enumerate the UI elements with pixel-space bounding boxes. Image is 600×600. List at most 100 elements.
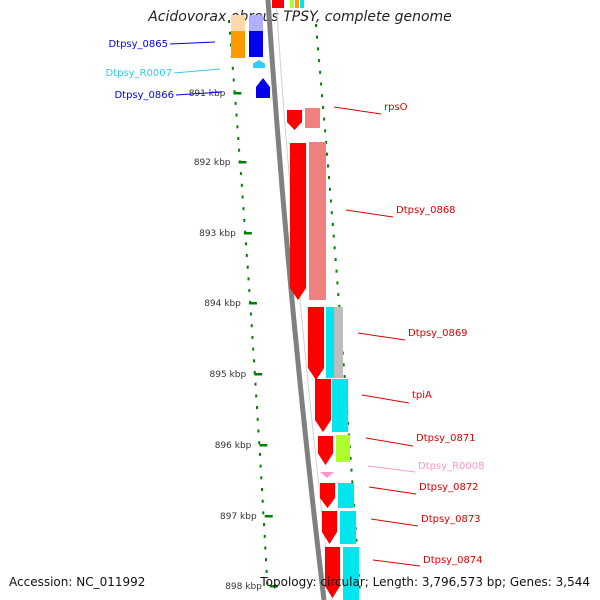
- outer-ring-dot: [327, 164, 329, 168]
- gene-dtpsy-0865-shade: [231, 15, 245, 31]
- label-leader-line: [370, 518, 419, 527]
- outer-ring-dot: [320, 82, 323, 86]
- outer-ring-dot: [347, 421, 350, 425]
- outer-ring-dot: [328, 187, 331, 191]
- minor-tick: [229, 31, 231, 35]
- minor-tick: [234, 101, 237, 105]
- minor-tick: [243, 218, 246, 222]
- gene-label: Dtpsy_R0008: [418, 461, 485, 472]
- minor-tick: [231, 66, 234, 70]
- rna-dtpsy-r0008: [320, 472, 334, 478]
- minor-tick: [247, 277, 250, 281]
- label-leader-line: [365, 437, 414, 447]
- outer-ring-dot: [330, 211, 333, 215]
- gene-rpso: [286, 109, 303, 131]
- label-leader-line: [333, 106, 382, 115]
- outer-ring-dot: [335, 269, 338, 273]
- major-tick: [243, 232, 252, 235]
- outer-ring-dot: [343, 375, 346, 378]
- gene-dtpsy-0868-pair: [309, 142, 326, 300]
- gene-rpso-pair: [305, 108, 320, 128]
- minor-tick: [246, 265, 249, 269]
- gene-label: Dtpsy_0868: [396, 205, 456, 216]
- major-tick: [254, 373, 263, 376]
- gene-tpia-pair: [332, 379, 348, 432]
- tick-label: 897 kbp: [220, 512, 257, 522]
- major-tick: [269, 585, 278, 588]
- minor-tick: [262, 511, 265, 515]
- label-leader-line: [345, 209, 394, 218]
- outer-ring-dot: [326, 152, 328, 156]
- feature-layer: [231, 0, 359, 600]
- tick-label: 892 kbp: [194, 158, 231, 168]
- gene-arrow: [272, 0, 284, 8]
- minor-tick: [248, 289, 251, 293]
- minor-tick: [264, 546, 267, 550]
- minor-tick: [265, 558, 267, 562]
- gene-label: Dtpsy_0866: [114, 90, 174, 101]
- outer-ring-dot: [333, 246, 336, 250]
- gene-arrow: [295, 0, 299, 8]
- gene-dtpsy-0874: [324, 546, 341, 599]
- minor-tick: [250, 324, 253, 328]
- outer-ring-dot: [337, 293, 340, 297]
- tick-label: 896 kbp: [215, 441, 252, 451]
- minor-tick: [229, 43, 232, 47]
- minor-tick: [253, 371, 256, 374]
- label-leader-line: [372, 559, 421, 567]
- outer-ring-dot: [349, 456, 352, 460]
- gene-label: Dtpsy_0873: [421, 514, 481, 525]
- outer-ring-dot: [336, 281, 339, 285]
- gene-label: Dtpsy_0869: [408, 328, 468, 339]
- genome-summary-text: Topology: circular; Length: 3,796,573 bp…: [260, 575, 590, 589]
- outer-ring-dot: [331, 222, 334, 226]
- outer-ring-dot: [321, 94, 324, 98]
- minor-tick: [265, 569, 268, 573]
- outer-ring-dot: [319, 70, 322, 74]
- gene-dtpsy-0873-pair: [340, 511, 356, 544]
- gene-tpia: [314, 378, 332, 433]
- minor-tick: [236, 125, 239, 129]
- minor-tick: [251, 335, 254, 339]
- gene-dtpsy-0869: [307, 306, 325, 381]
- tick-label: 898 kbp: [225, 582, 262, 592]
- minor-tick: [256, 417, 259, 421]
- outer-ring-dot: [316, 35, 318, 39]
- gene-dtpsy-0868: [289, 142, 307, 301]
- minor-tick: [237, 137, 240, 140]
- minor-tick: [259, 464, 262, 468]
- outer-ring-dot: [322, 105, 325, 109]
- outer-ring-dot: [334, 258, 337, 261]
- minor-tick: [242, 207, 245, 211]
- major-tick: [264, 515, 273, 518]
- map-title: Acidovorax ebreus TPSY, complete genome: [148, 9, 452, 25]
- minor-tick: [258, 441, 261, 445]
- minor-tick: [233, 90, 236, 94]
- minor-tick: [256, 406, 258, 410]
- tick-label: 894 kbp: [204, 299, 241, 309]
- tick-label: 891 kbp: [189, 89, 226, 99]
- minor-tick: [253, 359, 255, 363]
- minor-tick: [257, 429, 260, 433]
- outer-ring-dot: [350, 468, 353, 472]
- minor-tick: [261, 488, 263, 491]
- minor-tick: [235, 113, 238, 117]
- outer-ring-dot: [342, 363, 345, 367]
- minor-tick: [258, 452, 261, 456]
- tick-label: 895 kbp: [210, 370, 247, 380]
- outer-ring-dot: [351, 480, 354, 484]
- gene-dtpsy-0871: [317, 435, 334, 466]
- gene-label: Dtpsy_0865: [108, 39, 168, 50]
- label-leader-line: [368, 486, 417, 495]
- minor-tick: [261, 499, 264, 503]
- gene-arrow: [290, 0, 294, 8]
- gene-label: Dtpsy_0874: [423, 555, 483, 566]
- minor-tick: [263, 523, 265, 527]
- gene-label: Dtpsy_0872: [419, 482, 479, 493]
- minor-tick: [245, 254, 248, 257]
- accession-text: Accession: NC_011992: [9, 575, 146, 589]
- label-leader-line: [173, 68, 221, 74]
- minor-tick: [232, 78, 235, 82]
- outer-ring-dot: [355, 538, 358, 542]
